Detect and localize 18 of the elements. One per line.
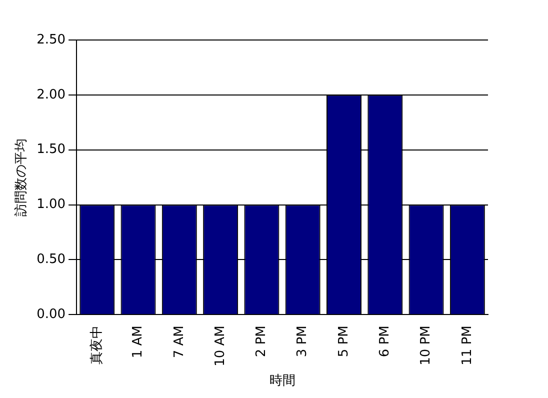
y-tick-label: 1.00 xyxy=(36,197,66,212)
x-tick-label: 7 AM xyxy=(172,326,187,358)
y-axis-title: 訪問数の平均 xyxy=(14,138,30,216)
y-tick-label: 0.00 xyxy=(36,306,66,322)
x-tick-label: 10 AM xyxy=(212,326,228,366)
x-tick-label: 11 PM xyxy=(460,326,475,366)
y-tick-label: 2.00 xyxy=(36,87,66,102)
y-tick-label: 0.50 xyxy=(36,252,66,268)
y-tick-label: 2.50 xyxy=(36,32,66,48)
y-tick-label: 1.50 xyxy=(36,142,66,158)
x-tick-label: 真夜中 xyxy=(88,326,104,365)
x-tick-label: 1 AM xyxy=(130,326,146,358)
x-tick-label: 10 PM xyxy=(418,326,434,366)
x-tick-label: 2 PM xyxy=(254,326,270,358)
x-axis-title: 時間 xyxy=(269,374,296,389)
x-tick-label: 5 PM xyxy=(336,326,352,358)
x-tick-label: 3 PM xyxy=(295,326,310,358)
x-tick-label: 6 PM xyxy=(378,326,393,358)
